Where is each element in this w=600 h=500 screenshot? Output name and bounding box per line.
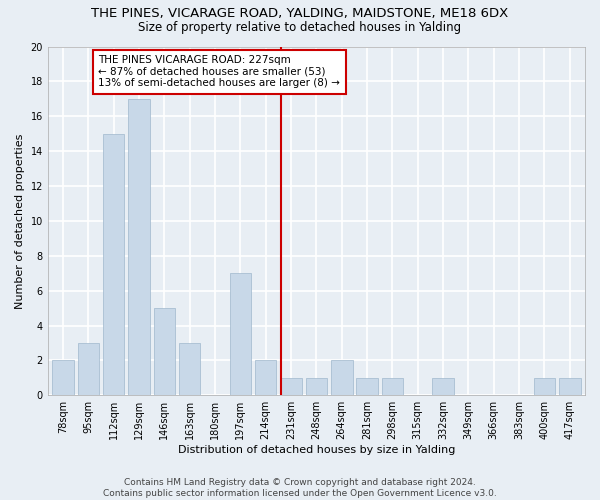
Bar — [331, 360, 353, 396]
Text: Size of property relative to detached houses in Yalding: Size of property relative to detached ho… — [139, 21, 461, 34]
Bar — [382, 378, 403, 396]
Y-axis label: Number of detached properties: Number of detached properties — [15, 133, 25, 308]
Bar — [103, 134, 124, 396]
Bar — [154, 308, 175, 396]
Bar — [356, 378, 378, 396]
Bar — [255, 360, 277, 396]
Bar — [77, 343, 99, 396]
Bar — [52, 360, 74, 396]
X-axis label: Distribution of detached houses by size in Yalding: Distribution of detached houses by size … — [178, 445, 455, 455]
Bar — [128, 99, 150, 396]
Bar — [559, 378, 581, 396]
Bar — [280, 378, 302, 396]
Text: THE PINES VICARAGE ROAD: 227sqm
← 87% of detached houses are smaller (53)
13% of: THE PINES VICARAGE ROAD: 227sqm ← 87% of… — [98, 55, 340, 88]
Bar — [230, 273, 251, 396]
Bar — [433, 378, 454, 396]
Bar — [179, 343, 200, 396]
Text: Contains HM Land Registry data © Crown copyright and database right 2024.
Contai: Contains HM Land Registry data © Crown c… — [103, 478, 497, 498]
Text: THE PINES, VICARAGE ROAD, YALDING, MAIDSTONE, ME18 6DX: THE PINES, VICARAGE ROAD, YALDING, MAIDS… — [91, 8, 509, 20]
Bar — [533, 378, 555, 396]
Bar — [305, 378, 327, 396]
